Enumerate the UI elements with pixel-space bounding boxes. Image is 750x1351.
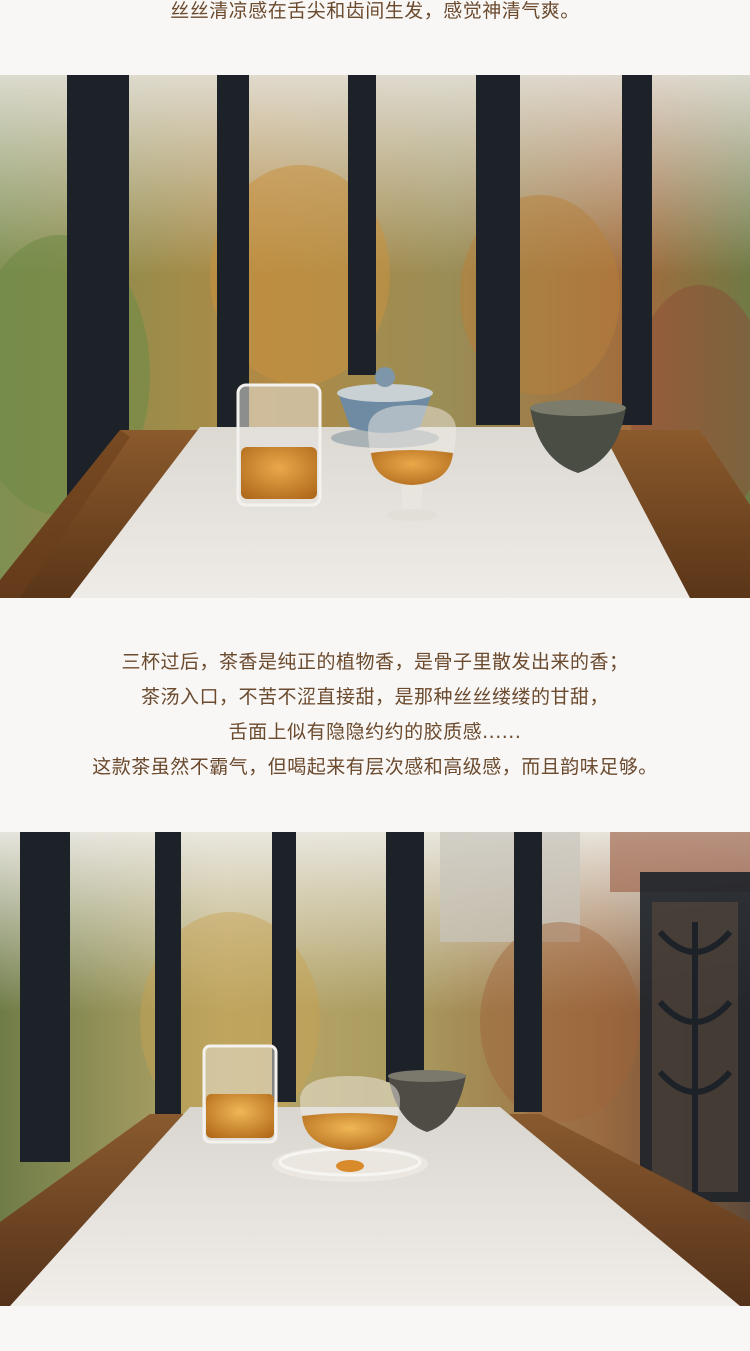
tasting-line-4: 这款茶虽然不霸气，但喝起来有层次感和高级感，而且韵味足够。 (92, 756, 658, 778)
tasting-notes-paragraph: 三杯过后，茶香是纯正的植物香，是骨子里散发出来的香； 茶汤入口，不苦不涩直接甜，… (0, 645, 750, 785)
tea-photo-glass-cup (0, 832, 750, 1306)
intro-paragraph: 丝丝清凉感在舌尖和齿间生发，感觉神清气爽。 (0, 0, 750, 29)
tea-photo-balcony (0, 75, 750, 598)
tasting-line-3: 舌面上似有隐隐约约的胶质感...... (228, 721, 522, 743)
tasting-line-2: 茶汤入口，不苦不涩直接甜，是那种丝丝缕缕的甘甜， (140, 686, 609, 708)
tasting-line-1: 三杯过后，茶香是纯正的植物香，是骨子里散发出来的香； (121, 651, 629, 673)
intro-line: 丝丝清凉感在舌尖和齿间生发，感觉神清气爽。 (170, 0, 580, 22)
